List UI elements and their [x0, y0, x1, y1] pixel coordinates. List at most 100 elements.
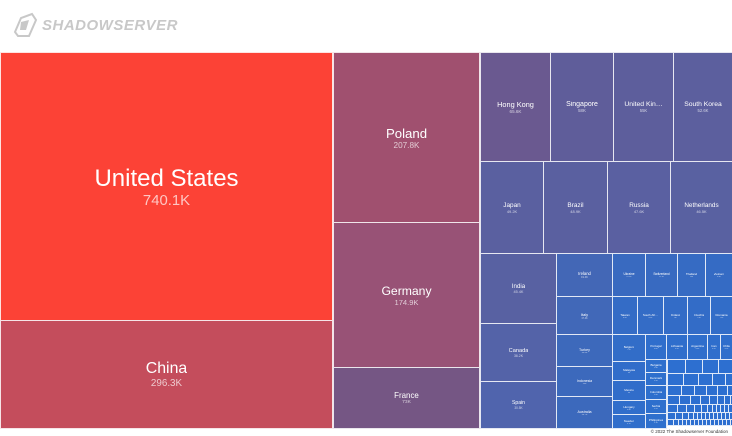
treemap-tile[interactable]: Poland 207.8K	[333, 52, 480, 223]
treemap-tile-small[interactable]	[685, 359, 703, 374]
treemap-tile[interactable]: Russia 47.6K	[607, 161, 671, 254]
treemap-tile[interactable]: Chile 4.1K	[720, 334, 732, 360]
tile-value: 3.2K	[654, 407, 658, 410]
treemap-tile[interactable]: Serbia 3.2K	[645, 399, 667, 414]
tile-value: 4.6K	[654, 348, 658, 350]
treemap-tile[interactable]: Lithuania 4.5K	[666, 334, 688, 360]
treemap-tile[interactable]: Hungary 4.9K	[612, 400, 646, 415]
tile-name: Singapore	[566, 101, 598, 108]
tile-value: 4.1K	[724, 348, 729, 350]
tile-value: 19.4K	[581, 276, 588, 279]
treemap-tile[interactable]: Germany 174.9K	[333, 222, 480, 368]
treemap-tile[interactable]: Ireland 19.4K	[556, 253, 613, 297]
treemap-tile[interactable]: Ukraine 12.3K	[612, 253, 646, 297]
tile-value: 4.4K	[695, 348, 700, 350]
tile-value: 6K	[627, 391, 631, 394]
treemap-tile[interactable]: Argentina 4.4K	[687, 334, 708, 360]
treemap-tile[interactable]: Denmark 3.5K	[645, 372, 667, 386]
treemap-tile[interactable]: Switzerland 11.1K	[645, 253, 678, 297]
treemap-tile[interactable]: Hong Kong 65.6K	[480, 52, 551, 162]
treemap-tile[interactable]: Mexico 6K	[612, 380, 646, 401]
treemap-tile[interactable]: India 45.4K	[480, 253, 557, 324]
tile-value: 73K	[402, 400, 411, 405]
tile-value: 14K	[582, 382, 587, 385]
tile-value: 30.5K	[514, 406, 523, 410]
tile-value: 7.3K	[719, 316, 724, 319]
tile-name: France	[394, 391, 419, 400]
tile-name: Germany	[381, 283, 432, 298]
tile-name: United States	[94, 164, 239, 192]
treemap-tile[interactable]: Colombia 3.4K	[645, 385, 667, 400]
treemap-tile[interactable]: South Korea 52.6K	[673, 52, 732, 162]
tile-value: 6K	[627, 372, 631, 374]
treemap-tile[interactable]: Belgium 7.2K	[612, 334, 646, 362]
tile-name: Russia	[629, 201, 649, 209]
treemap-tile[interactable]: United States 740.1K	[0, 52, 333, 321]
tile-value: 9.3K	[717, 276, 721, 278]
tile-value: 4.5K	[675, 348, 679, 350]
tile-value: 13.7K	[581, 413, 588, 416]
treemap-tile[interactable]: Portugal 4.6K	[645, 334, 667, 360]
treemap-tile[interactable]: China 296.3K	[0, 320, 333, 429]
treemap-tile[interactable]: United Kin… 55K	[613, 52, 674, 162]
treemap-tile[interactable]: Netherlands 46.5K	[670, 161, 732, 254]
tile-value: 65.6K	[509, 109, 522, 114]
tile-value: 4.9K	[627, 408, 631, 411]
treemap-tile[interactable]: France 73K	[333, 367, 480, 429]
tile-name: South Korea	[684, 101, 722, 108]
tile-value: 4.7K	[627, 422, 631, 425]
tile-value: 4.2K	[712, 348, 716, 350]
treemap-tile[interactable]: South Afr… 8.5K	[637, 296, 664, 335]
treemap-tile[interactable]: Finland 8K	[663, 296, 688, 335]
treemap-tile[interactable]: Malaysia 6K	[612, 361, 646, 381]
treemap-tile[interactable]: Italy 17.4K	[556, 296, 613, 335]
tile-value: 58K	[578, 108, 586, 113]
treemap-tile[interactable]: Australia 13.7K	[556, 396, 613, 429]
tile-value: 48.9K	[570, 208, 581, 214]
treemap-tile[interactable]: Singapore 58K	[550, 52, 614, 162]
tile-name: Netherlands	[684, 201, 719, 209]
tile-name: United Kin…	[624, 101, 663, 108]
shadowserver-logo[interactable]: SHADOWSERVER	[12, 12, 178, 38]
tile-value: 11.1K	[659, 276, 664, 278]
tile-value: 8K	[674, 316, 677, 319]
tile-value: 14.5K	[581, 351, 588, 354]
treemap-tile[interactable]: Turkey 14.5K	[556, 334, 613, 367]
treemap-tile-small[interactable]	[718, 359, 732, 374]
tile-value: 7.2K	[627, 349, 631, 351]
tile-value: 10K	[689, 276, 694, 278]
treemap-tile-small[interactable]	[730, 419, 732, 426]
treemap-tile[interactable]: Sweden 4.7K	[612, 414, 646, 429]
logo-icon	[13, 12, 38, 37]
tile-value: 7.9K	[697, 316, 701, 319]
treemap-tile[interactable]: Spain 30.5K	[480, 381, 557, 429]
treemap-tile[interactable]: Bulgaria 3.9K	[645, 359, 667, 373]
treemap-tile[interactable]: Vietnam 9.3K	[705, 253, 732, 297]
tile-value: 49.2K	[506, 208, 518, 214]
tile-value: 3.9K	[654, 367, 658, 369]
treemap-tile[interactable]: Philippines 3.1K	[645, 413, 667, 429]
tile-value: 296.3K	[150, 378, 183, 389]
treemap-tile[interactable]: Taiwan 8.5K	[612, 296, 638, 335]
treemap-tile[interactable]: Canada 36.2K	[480, 323, 557, 382]
treemap-tile-small[interactable]	[667, 359, 686, 374]
treemap-tile[interactable]: Indonesia 14K	[556, 366, 613, 397]
tile-value: 47.6K	[633, 208, 645, 214]
treemap-tile[interactable]: Czechia 7.9K	[687, 296, 711, 335]
tile-value: 17.4K	[581, 316, 588, 320]
tile-value: 3.4K	[654, 393, 658, 396]
treemap-tile[interactable]: Iran 4.2K	[707, 334, 721, 360]
tile-value: 8.5K	[623, 316, 627, 319]
logo-text: SHADOWSERVER	[42, 16, 179, 34]
tile-value: 3.5K	[654, 380, 658, 382]
treemap-tile-small[interactable]	[702, 359, 719, 374]
tile-name: Poland	[385, 125, 428, 141]
treemap-tile[interactable]: Thailand 10K	[677, 253, 706, 297]
treemap-tile[interactable]: Japan 49.2K	[480, 161, 544, 254]
tile-value: 46.5K	[696, 208, 707, 214]
treemap-tile[interactable]: Romania 7.3K	[710, 296, 732, 335]
tile-value: 740.1K	[142, 192, 191, 209]
tile-value: 207.8K	[393, 140, 420, 150]
treemap-tile[interactable]: Brazil 48.9K	[543, 161, 608, 254]
tile-value: 174.9K	[394, 297, 419, 307]
